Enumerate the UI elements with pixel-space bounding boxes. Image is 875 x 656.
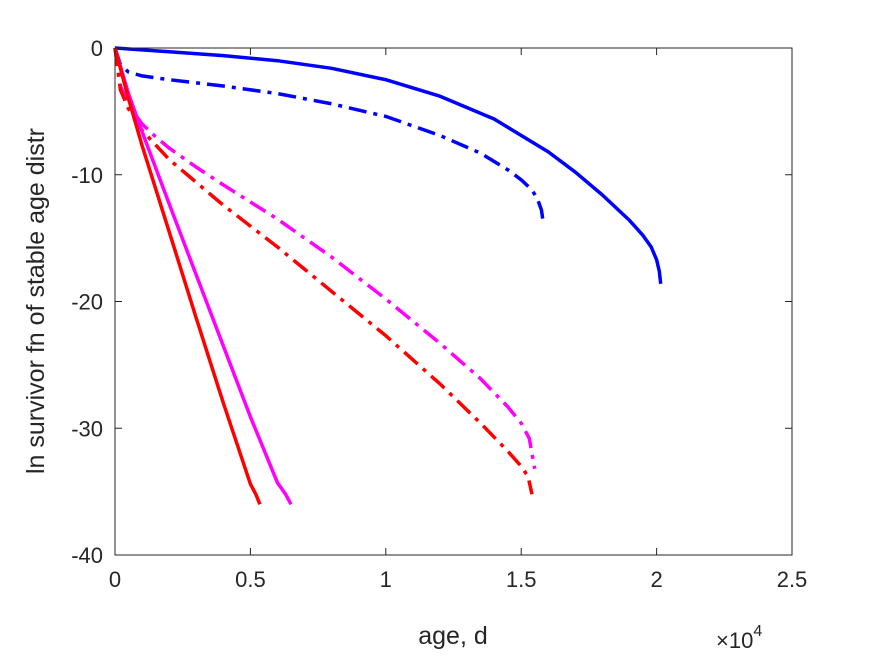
y-tick-label: -20 [71, 290, 103, 315]
series-layer [113, 46, 663, 506]
series-line [113, 47, 534, 495]
series-line [113, 47, 262, 505]
y-axis: 0 -10 -20 -30 -40 [71, 36, 792, 568]
y-tick-label: -40 [71, 543, 103, 568]
x-tick-label: 2 [650, 567, 662, 592]
x-multiplier: ×104 [716, 623, 762, 653]
x-tick-label: 1.5 [506, 567, 537, 592]
x-tick-label: 0 [109, 567, 121, 592]
x-tick-label: 0.5 [235, 567, 266, 592]
series-line [113, 47, 545, 221]
y-tick-label: -10 [71, 163, 103, 188]
x-tick-label: 2.5 [777, 567, 808, 592]
y-tick-label: -30 [71, 416, 103, 441]
plot-area [115, 48, 792, 555]
y-tick-label: 0 [91, 36, 103, 61]
series-line [113, 47, 293, 506]
x-multiplier-exponent: 4 [753, 623, 762, 640]
series-line [114, 46, 663, 284]
y-axis-label: ln survivor fn of stable age distr [22, 128, 50, 474]
x-multiplier-base: ×10 [716, 628, 753, 653]
x-tick-label: 1 [380, 567, 392, 592]
x-axis-label: age, d [418, 622, 488, 650]
x-axis: 0 0.5 1 1.5 2 2.5 [109, 48, 807, 592]
